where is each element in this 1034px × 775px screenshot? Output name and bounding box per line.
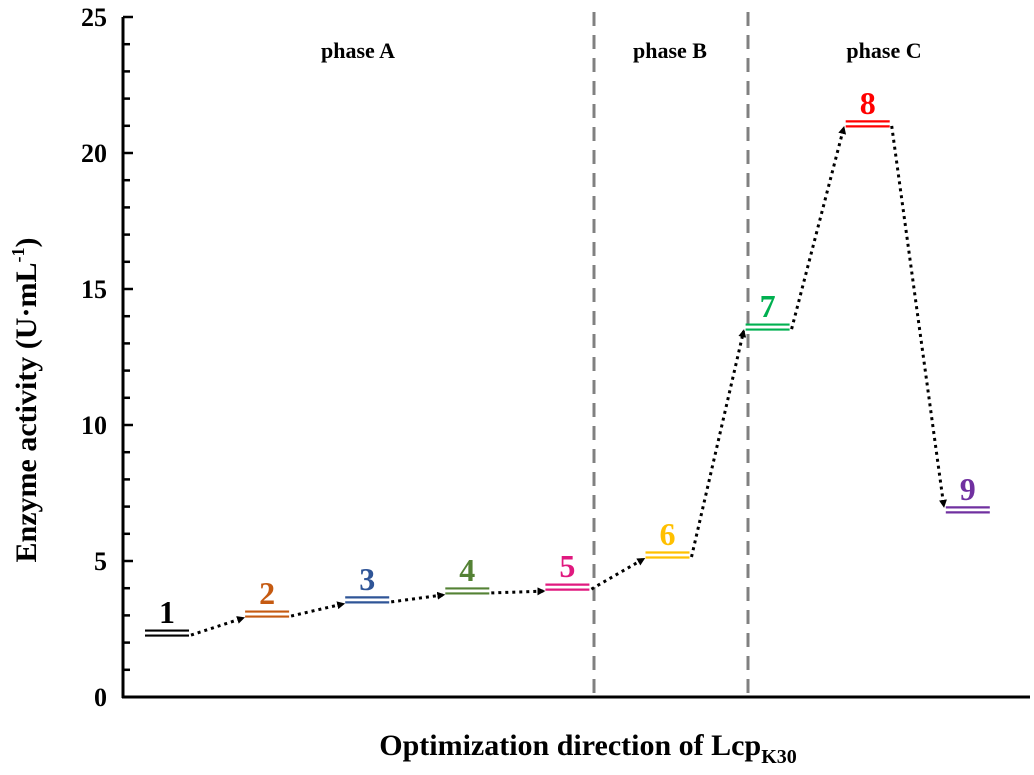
- y-tick-label: 0: [94, 683, 107, 712]
- transition-arrow: [391, 591, 446, 604]
- level-label-2: 2: [259, 575, 275, 611]
- level-label-3: 3: [359, 561, 375, 597]
- y-tick-label: 5: [94, 547, 107, 576]
- level-label-9: 9: [960, 471, 976, 507]
- y-tick-label: 25: [81, 3, 107, 32]
- transition-arrow: [491, 587, 546, 596]
- level-label-7: 7: [760, 288, 776, 324]
- phase-c-label: phase C: [846, 38, 921, 63]
- level-label-6: 6: [660, 516, 676, 552]
- y-axis-label-superscript: -1: [8, 248, 28, 263]
- marks: 1 2 3 4 5 6 7 8 9: [145, 85, 990, 637]
- y-tick-label: 15: [81, 275, 107, 304]
- level-label-5: 5: [559, 548, 575, 584]
- x-axis-label-subscript: K30: [761, 746, 797, 768]
- y-tick-label: 10: [81, 411, 107, 440]
- level-label-8: 8: [860, 85, 876, 121]
- phase-b-label: phase B: [633, 38, 707, 63]
- x-axis-label-main: Optimization direction of Lcp: [379, 729, 761, 762]
- y-tick-label: 20: [81, 139, 107, 168]
- transition-arrow: [290, 601, 346, 618]
- transition-arrow: [790, 125, 847, 330]
- phase-a-label: phase A: [321, 38, 395, 63]
- transition-arrow: [590, 557, 646, 591]
- x-axis-label: Optimization direction of LcpK30: [379, 729, 797, 768]
- y-axis-label: Enzyme activity (U·mL-1): [8, 238, 43, 563]
- transition-arrow: [890, 125, 947, 508]
- level-label-4: 4: [459, 552, 475, 588]
- y-axis-label-close: ): [10, 238, 43, 248]
- level-label-1: 1: [159, 594, 175, 630]
- transition-arrow: [690, 329, 747, 558]
- y-axis-label-main: Enzyme activity (U·mL: [10, 263, 43, 563]
- transition-arrow: [190, 616, 246, 637]
